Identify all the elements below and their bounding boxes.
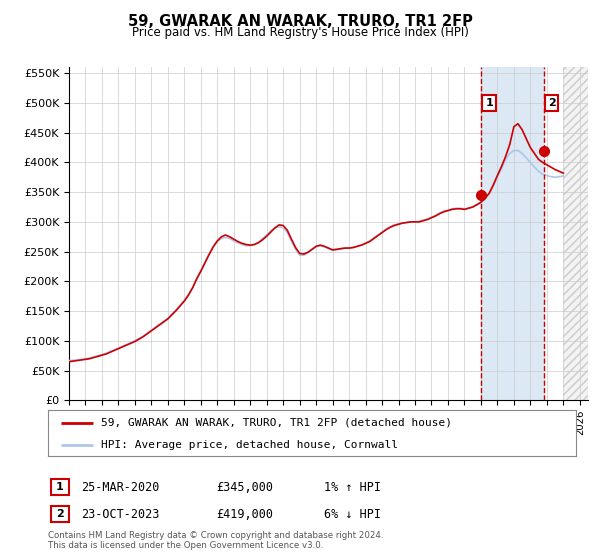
Bar <box>563 67 588 400</box>
Text: 2: 2 <box>56 509 64 519</box>
Text: 1: 1 <box>485 98 493 108</box>
Text: 23-OCT-2023: 23-OCT-2023 <box>81 507 160 521</box>
Text: 1: 1 <box>56 482 64 492</box>
Text: 59, GWARAK AN WARAK, TRURO, TR1 2FP (detached house): 59, GWARAK AN WARAK, TRURO, TR1 2FP (det… <box>101 418 452 428</box>
Text: Price paid vs. HM Land Registry's House Price Index (HPI): Price paid vs. HM Land Registry's House … <box>131 26 469 39</box>
Text: Contains HM Land Registry data © Crown copyright and database right 2024.
This d: Contains HM Land Registry data © Crown c… <box>48 530 383 550</box>
Text: 2: 2 <box>548 98 556 108</box>
Text: 25-MAR-2020: 25-MAR-2020 <box>81 480 160 494</box>
Bar <box>563 67 588 400</box>
Bar <box>481 67 544 400</box>
Text: 6% ↓ HPI: 6% ↓ HPI <box>324 507 381 521</box>
Text: 1% ↑ HPI: 1% ↑ HPI <box>324 480 381 494</box>
Text: 59, GWARAK AN WARAK, TRURO, TR1 2FP: 59, GWARAK AN WARAK, TRURO, TR1 2FP <box>128 14 472 29</box>
Text: £345,000: £345,000 <box>216 480 273 494</box>
Text: HPI: Average price, detached house, Cornwall: HPI: Average price, detached house, Corn… <box>101 440 398 450</box>
Text: £419,000: £419,000 <box>216 507 273 521</box>
